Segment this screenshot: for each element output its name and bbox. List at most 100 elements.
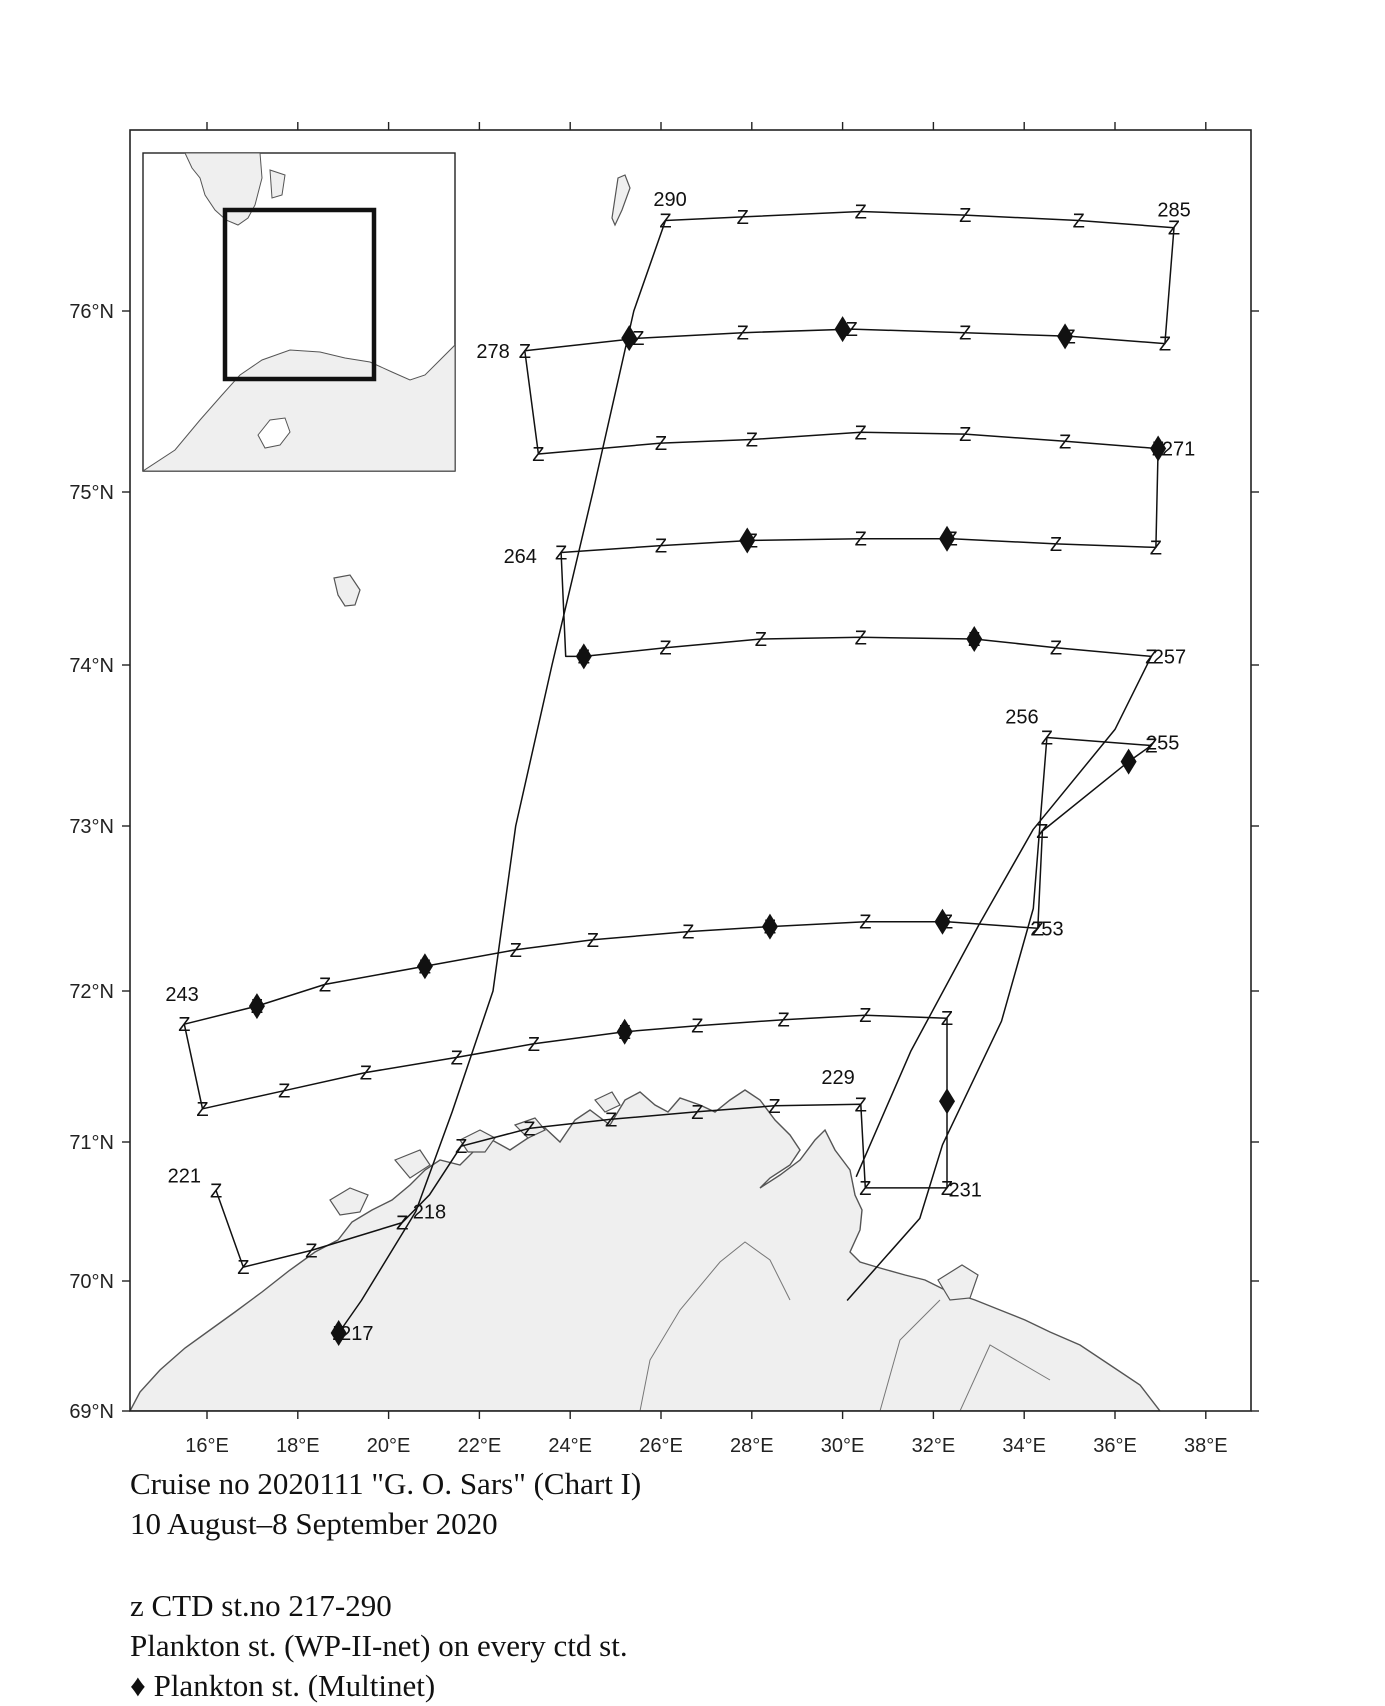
lon-tick-label: 34°E [1002,1435,1046,1457]
svalbard-tip [611,174,631,227]
lon-tick-label: 30°E [821,1435,865,1457]
map-frame [129,129,1252,1412]
ctd-station-marker: Z [941,1178,953,1200]
multinet-station-marker [575,643,592,670]
islands-east [937,1264,979,1301]
diamond-icon: ♦ [130,1668,146,1703]
ctd-station-marker: Z [1032,918,1044,940]
ctd-station-marker: Z [737,323,749,345]
ctd-station-marker: Z [555,543,567,565]
ctd-station-marker: Z [396,1213,408,1235]
cruise-map: Z Z Z Z Z Z Z Z Z Z Z Z Z Z Z Z Z Z Z Z Z Z Z Z Z Z Z Z Z Z Z Z Z Z Z Z Z Z Z Z… [69,122,1259,1457]
ctd-station-marker: Z [1041,727,1053,749]
ctd-station-marker: Z [319,974,331,996]
lat-tick-label: 71°N [69,1132,114,1154]
lat-tick-label: 75°N [69,482,114,504]
ctd-station-marker: Z [210,1181,222,1203]
ctd-station-marker: Z [959,424,971,446]
station-number-label: 231 [948,1179,981,1201]
ctd-station-marker: Z [737,207,749,229]
ctd-station-marker: Z [846,319,858,341]
ctd-station-marker: Z [1050,638,1062,660]
inset-land-kola-lake [257,417,291,449]
multinet-station-marker [939,525,956,552]
ctd-station-marker: Z [691,1102,703,1124]
ctd-station-marker: Z [396,1213,408,1235]
mainland-coast [130,1089,1161,1411]
caption-multinet-text: Plankton st. (Multinet) [145,1668,436,1703]
inset-land-scandinavia [143,344,455,471]
station-number-label: 243 [165,984,198,1006]
bear-island [333,574,361,607]
ctd-station-marker: Z [1150,537,1162,559]
ctd-station-marker: Z [1059,431,1071,453]
caption-date-line: 10 August–8 September 2020 [130,1506,498,1541]
station-number-label: 217 [340,1323,373,1345]
ctd-station-marker: Z [532,444,544,466]
lon-tick-label: 24°E [548,1435,592,1457]
lon-tick-label: 32°E [912,1435,956,1457]
ctd-station-marker: Z [855,201,867,223]
ctd-station-marker: Z [1145,736,1157,758]
station-number-label: 257 [1153,646,1186,668]
multinet-station-marker [739,527,756,554]
ctd-station-marker: Z [1050,534,1062,556]
lat-tick-label: 72°N [69,981,114,1003]
track-segment [183,736,1153,1301]
ctd-station-marker: Z [655,536,667,558]
station-number-label: 278 [476,341,509,363]
ctd-station-marker: Z [1036,821,1048,843]
ctd-station-marker: Z [1145,646,1157,668]
ctd-station-marker: Z [682,922,694,944]
multinet-station-marker [616,1018,633,1045]
caption-multinet-line: ♦ Plankton st. (Multinet) [130,1666,628,1706]
ctd-station-marker: Z [855,627,867,649]
ctd-station-marker: Z [941,1008,953,1030]
cruise-track [183,210,1175,1334]
multinet-station-marker [934,908,951,935]
inset-land-svalbard [184,153,286,226]
lon-tick-label: 20°E [367,1435,411,1457]
ctd-station-marker: Z [278,1081,290,1103]
multinet-station-marker [966,626,983,653]
lon-tick-label: 26°E [639,1435,683,1457]
ctd-station-marker: Z [855,529,867,551]
ctd-station-marker: Z [523,1118,535,1140]
track-segment [524,210,1175,1178]
station-number-label: 264 [504,546,537,568]
ctd-station-marker: Z [855,1094,867,1116]
multinet-station-marker [248,993,265,1020]
lon-tick-label: 18°E [276,1435,320,1457]
ctd-station-marker: Z [451,1047,463,1069]
multinet-station-marker [416,953,433,980]
station-number-label: 285 [1157,200,1190,222]
multinet-stations [248,316,1167,1346]
ctd-station-marker: Z [777,1010,789,1032]
multinet-station-marker [1120,748,1137,775]
caption-title-block: Cruise no 2020111 "G. O. Sars" (Chart I)… [130,1464,641,1544]
ctd-station-marker: Z [859,1178,871,1200]
ctd-station-marker: Z [755,629,767,651]
multinet-station-marker [621,325,638,352]
multinet-station-marker [834,316,851,343]
ctd-station-marker: Z [859,912,871,934]
station-number-label: 218 [413,1202,446,1224]
ctd-station-marker: Z [510,940,522,962]
ctd-station-marker: Z [959,205,971,227]
station-number-label: 256 [1005,707,1038,729]
track-segment [338,220,667,1334]
ctd-station-marker: Z [746,430,758,452]
caption-cruise-line: Cruise no 2020111 "G. O. Sars" (Chart I) [130,1466,642,1501]
ctd-station-marker: Z [519,341,531,363]
ctd-station-marker: Z [1073,211,1085,233]
ctd-station-marker: Z [659,638,671,660]
lat-tick-label: 70°N [69,1271,114,1293]
multinet-station-marker [1057,323,1074,350]
ctd-station-marker: Z [360,1063,372,1085]
station-number-label: 229 [821,1067,854,1089]
ctd-station-marker: Z [768,1096,780,1118]
multinet-station-marker [330,1320,347,1346]
kola-inner [639,1241,1051,1411]
lat-tick-label: 73°N [69,816,114,838]
multinet-station-marker [761,913,778,940]
